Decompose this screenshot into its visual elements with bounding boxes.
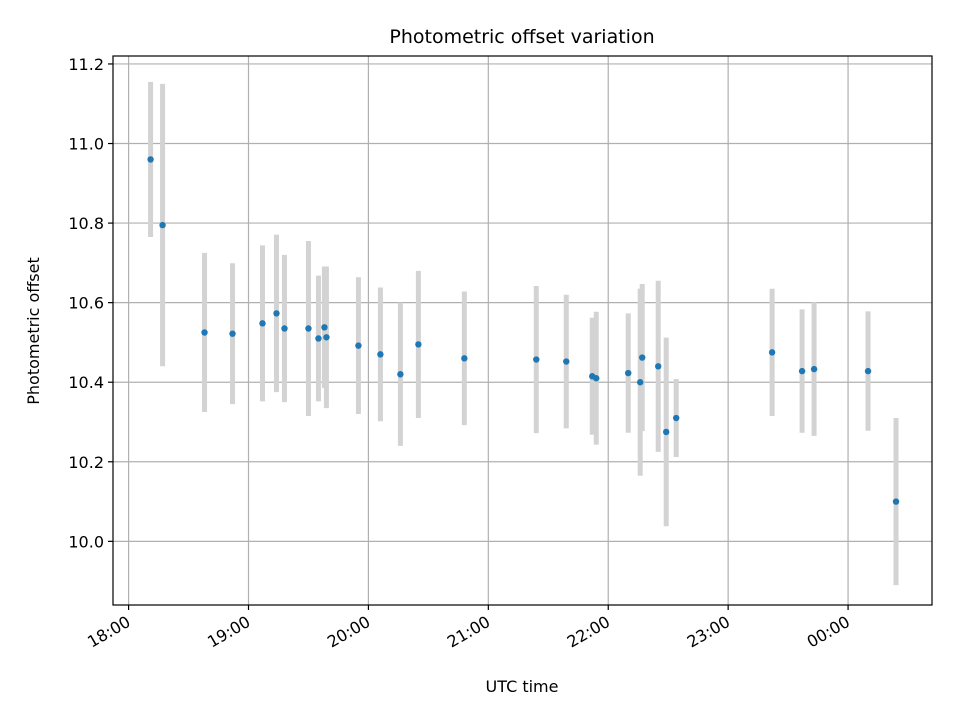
data-point: [323, 334, 330, 341]
data-point: [415, 341, 422, 348]
y-tick-label: 11.2: [68, 55, 104, 74]
data-point: [159, 221, 166, 229]
data-point: [864, 367, 872, 375]
y-tick-label: 10.8: [68, 214, 104, 233]
data-point: [259, 320, 266, 327]
data-point: [768, 349, 776, 356]
y-axis-ticks: 10.0 10.2 10.4 10.6 10.8 11.0 11.2: [68, 55, 113, 551]
data-points: [147, 156, 900, 505]
data-point: [563, 358, 570, 365]
data-point: [273, 310, 280, 317]
data-point: [672, 414, 680, 422]
data-point: [201, 329, 208, 336]
y-axis-label: Photometric offset: [24, 257, 43, 405]
data-point: [625, 369, 632, 377]
plot-frame: [112, 55, 933, 606]
y-tick-label: 10.0: [68, 532, 104, 551]
data-point: [533, 356, 540, 363]
data-point: [639, 354, 646, 361]
y-tick-label: 11.0: [68, 135, 104, 154]
data-point: [305, 325, 312, 332]
y-tick-label: 10.6: [68, 294, 104, 313]
data-point: [655, 363, 662, 370]
y-tick-label: 10.2: [68, 453, 104, 472]
data-point: [892, 498, 900, 505]
data-point: [593, 375, 600, 382]
data-point: [281, 325, 288, 332]
data-point: [662, 428, 670, 436]
data-point: [810, 365, 818, 373]
data-point: [147, 156, 154, 163]
data-point: [229, 330, 236, 337]
data-point: [315, 335, 322, 342]
grid: [113, 56, 932, 605]
data-point: [798, 367, 806, 375]
y-tick-label: 10.4: [68, 373, 104, 392]
data-point: [321, 324, 328, 331]
data-point: [397, 371, 404, 378]
x-axis-label: UTC time: [486, 677, 559, 696]
data-point: [637, 379, 644, 386]
data-point: [461, 355, 468, 362]
chart-title: Photometric offset variation: [389, 26, 654, 48]
data-point: [355, 342, 362, 349]
data-point: [377, 351, 384, 358]
